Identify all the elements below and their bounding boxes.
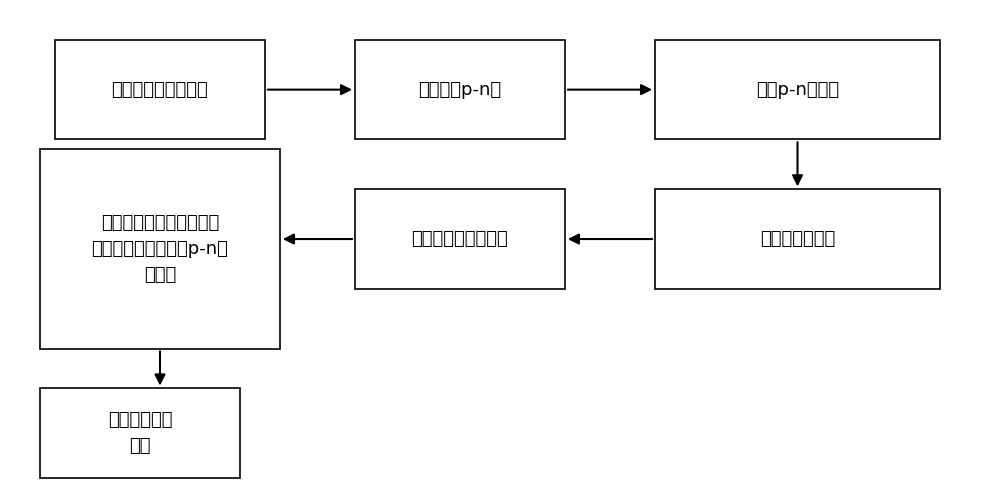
Text: 周边p-n结去除: 周边p-n结去除: [756, 81, 839, 99]
Text: 分选，包装，
组件: 分选，包装， 组件: [108, 411, 172, 456]
Text: 背电极，背电场和正电极
的印刷及烧结及高低p-n结
的制备: 背电极，背电场和正电极 的印刷及烧结及高低p-n结 的制备: [92, 214, 228, 284]
Text: 硅片表面清洁，制绒: 硅片表面清洁，制绒: [112, 81, 208, 99]
Bar: [355, 40, 565, 139]
Bar: [655, 40, 940, 139]
Bar: [40, 149, 280, 349]
Bar: [655, 189, 940, 289]
Bar: [40, 388, 240, 478]
Text: 扩散制作p-n结: 扩散制作p-n结: [418, 81, 502, 99]
Bar: [55, 40, 265, 139]
Bar: [355, 189, 565, 289]
Text: 制备钝化减反射膜层: 制备钝化减反射膜层: [412, 230, 508, 248]
Text: 表面去硅磷玻璃: 表面去硅磷玻璃: [760, 230, 835, 248]
